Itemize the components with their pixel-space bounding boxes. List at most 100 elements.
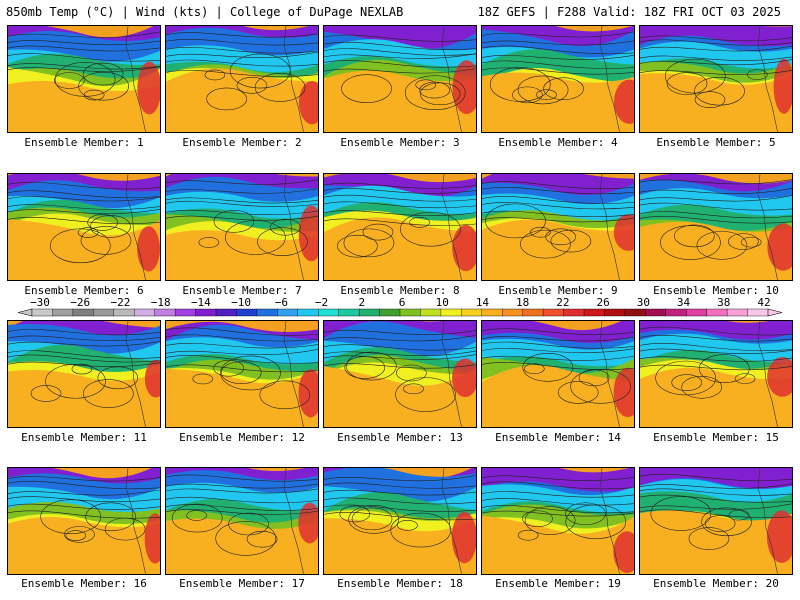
ensemble-member-caption: Ensemble Member: 3 bbox=[340, 136, 460, 149]
wind-streamline bbox=[482, 328, 634, 335]
temperature-map bbox=[166, 174, 318, 280]
coastline bbox=[125, 468, 146, 574]
colorbar-arrow-right bbox=[767, 308, 783, 317]
wind-contour bbox=[698, 354, 750, 383]
wind-streamline bbox=[166, 188, 318, 194]
temperature-map bbox=[166, 468, 318, 574]
coastline bbox=[125, 321, 146, 427]
wind-streamline bbox=[640, 488, 792, 496]
wind-streamline bbox=[640, 216, 792, 224]
colorbar-swatch bbox=[461, 308, 483, 317]
wind-contour bbox=[351, 507, 393, 531]
wind-contour bbox=[246, 530, 278, 548]
temperature-map bbox=[8, 321, 160, 427]
wind-contour bbox=[524, 506, 576, 535]
wind-streamline bbox=[8, 480, 160, 490]
wind-streamline bbox=[324, 329, 476, 335]
colorbar-swatch bbox=[583, 308, 605, 317]
ensemble-member-caption: Ensemble Member: 2 bbox=[182, 136, 302, 149]
wind-contour bbox=[346, 351, 397, 381]
wind-streamline bbox=[8, 476, 160, 482]
wind-streamline bbox=[324, 218, 476, 226]
wind-streamline bbox=[8, 341, 160, 347]
wind-streamline bbox=[482, 491, 634, 498]
temperature-band bbox=[482, 72, 634, 132]
ensemble-panel bbox=[7, 173, 161, 281]
wind-contour bbox=[229, 53, 291, 89]
header-right-title: 18Z GEFS | F288 Valid: 18Z FRI OCT 03 20… bbox=[477, 5, 781, 19]
wind-streamline bbox=[8, 53, 160, 62]
wind-streamline bbox=[640, 195, 792, 202]
colorbar-swatch bbox=[645, 308, 667, 317]
wind-streamline bbox=[324, 354, 476, 360]
temperature-map bbox=[8, 174, 160, 280]
wind-contour bbox=[362, 223, 394, 241]
wind-streamline bbox=[324, 497, 476, 505]
colorbar-tick-label: −30 bbox=[30, 296, 50, 309]
wind-contour bbox=[236, 76, 268, 94]
wind-streamline bbox=[166, 32, 318, 38]
wind-contour bbox=[206, 87, 247, 111]
wind-streamline bbox=[482, 196, 634, 204]
wind-contour bbox=[213, 359, 245, 377]
wind-streamline bbox=[166, 327, 318, 336]
wind-contour bbox=[396, 364, 427, 382]
colorbar-swatch bbox=[52, 308, 74, 317]
temperature-band bbox=[166, 518, 318, 574]
heat-area bbox=[613, 531, 634, 574]
wind-streamline bbox=[166, 179, 318, 185]
ensemble-panel bbox=[639, 25, 793, 133]
ensemble-panel bbox=[7, 25, 161, 133]
wind-contour bbox=[337, 234, 378, 258]
colorbar-swatch bbox=[379, 308, 401, 317]
wind-streamline bbox=[8, 354, 160, 363]
ensemble-member-caption: Ensemble Member: 13 bbox=[337, 431, 463, 444]
wind-streamline bbox=[482, 498, 634, 506]
temperature-band bbox=[8, 80, 160, 132]
coastline bbox=[283, 26, 304, 132]
heat-area bbox=[451, 511, 476, 564]
coastline bbox=[283, 468, 304, 574]
heat-area bbox=[137, 61, 160, 115]
coastline bbox=[283, 174, 304, 280]
wind-contour bbox=[257, 227, 308, 256]
coastline bbox=[599, 26, 620, 132]
ensemble-panel bbox=[323, 173, 477, 281]
wind-streamline bbox=[640, 326, 792, 336]
colorbar-tick-label: −14 bbox=[190, 296, 211, 309]
colorbar-swatch bbox=[686, 308, 708, 317]
wind-contour bbox=[419, 82, 461, 106]
wind-contour bbox=[50, 228, 111, 264]
ensemble-panel bbox=[639, 467, 793, 575]
temperature-map bbox=[482, 26, 634, 132]
colorbar-swatch bbox=[399, 308, 421, 317]
wind-streamline bbox=[640, 473, 792, 482]
colorbar-swatch bbox=[747, 308, 769, 317]
temperature-band bbox=[166, 230, 318, 280]
wind-contour bbox=[694, 91, 726, 108]
ensemble-member-caption: Ensemble Member: 19 bbox=[495, 577, 621, 590]
wind-streamline bbox=[324, 34, 476, 42]
wind-streamline bbox=[640, 348, 792, 355]
wind-streamline bbox=[482, 210, 634, 218]
ensemble-member-caption: Ensemble Member: 11 bbox=[21, 431, 147, 444]
coastline bbox=[599, 174, 620, 280]
ensemble-panel bbox=[7, 467, 161, 575]
wind-streamline bbox=[324, 210, 476, 217]
ensemble-panel bbox=[165, 25, 319, 133]
ensemble-panel bbox=[7, 320, 161, 428]
colorbar-swatch bbox=[318, 308, 340, 317]
wind-streamline bbox=[482, 362, 634, 370]
wind-streamline bbox=[482, 67, 634, 75]
colorbar-swatch bbox=[420, 308, 442, 317]
colorbar-tick-label: −18 bbox=[150, 296, 171, 309]
heat-area bbox=[298, 369, 318, 418]
wind-contour bbox=[71, 363, 93, 375]
temperature-map bbox=[324, 174, 476, 280]
wind-contour bbox=[87, 214, 118, 231]
wind-streamline bbox=[8, 335, 160, 341]
wind-contour bbox=[734, 373, 756, 384]
wind-streamline bbox=[324, 194, 476, 202]
wind-streamline bbox=[166, 509, 318, 515]
wind-contour bbox=[90, 215, 131, 238]
